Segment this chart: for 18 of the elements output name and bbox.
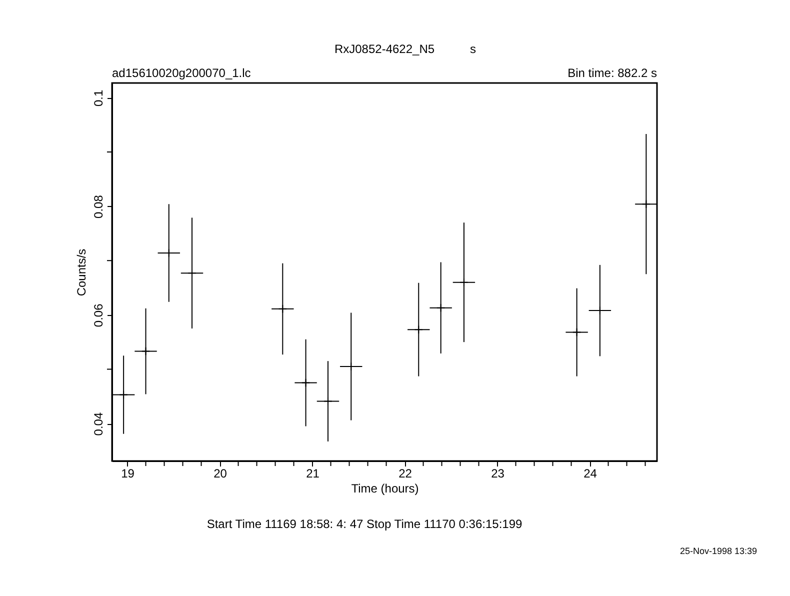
y-tick-label: 0.08: [92, 194, 106, 218]
chart-subtitle: ad15610020g200070_1.lc: [112, 66, 251, 80]
x-tick-label: 22: [398, 466, 412, 480]
x-tick-label: 19: [121, 466, 135, 480]
chart-title: RxJ0852-4622_N5: [334, 42, 435, 56]
x-tick-label: 24: [584, 466, 598, 480]
text: Bin time: 882.2 s: [568, 66, 657, 80]
x-tick-label: 21: [306, 466, 320, 480]
x-tick-label: 23: [491, 466, 505, 480]
x-tick-label: 20: [214, 466, 228, 480]
text: Start Time 11169 18:58: 4: 47 Stop Time 11170 0:36:15:199: [206, 517, 522, 531]
text: 25-Nov-1998 13:39: [680, 546, 757, 556]
y-tick-label: 0.06: [92, 303, 106, 328]
y-tick-label: 0.1: [92, 90, 106, 107]
y-tick-label: 0.04: [92, 412, 106, 436]
text: s: [470, 42, 476, 56]
x-axis-title: Time (hours): [351, 482, 419, 496]
y-axis-title: Counts/s: [74, 248, 88, 296]
